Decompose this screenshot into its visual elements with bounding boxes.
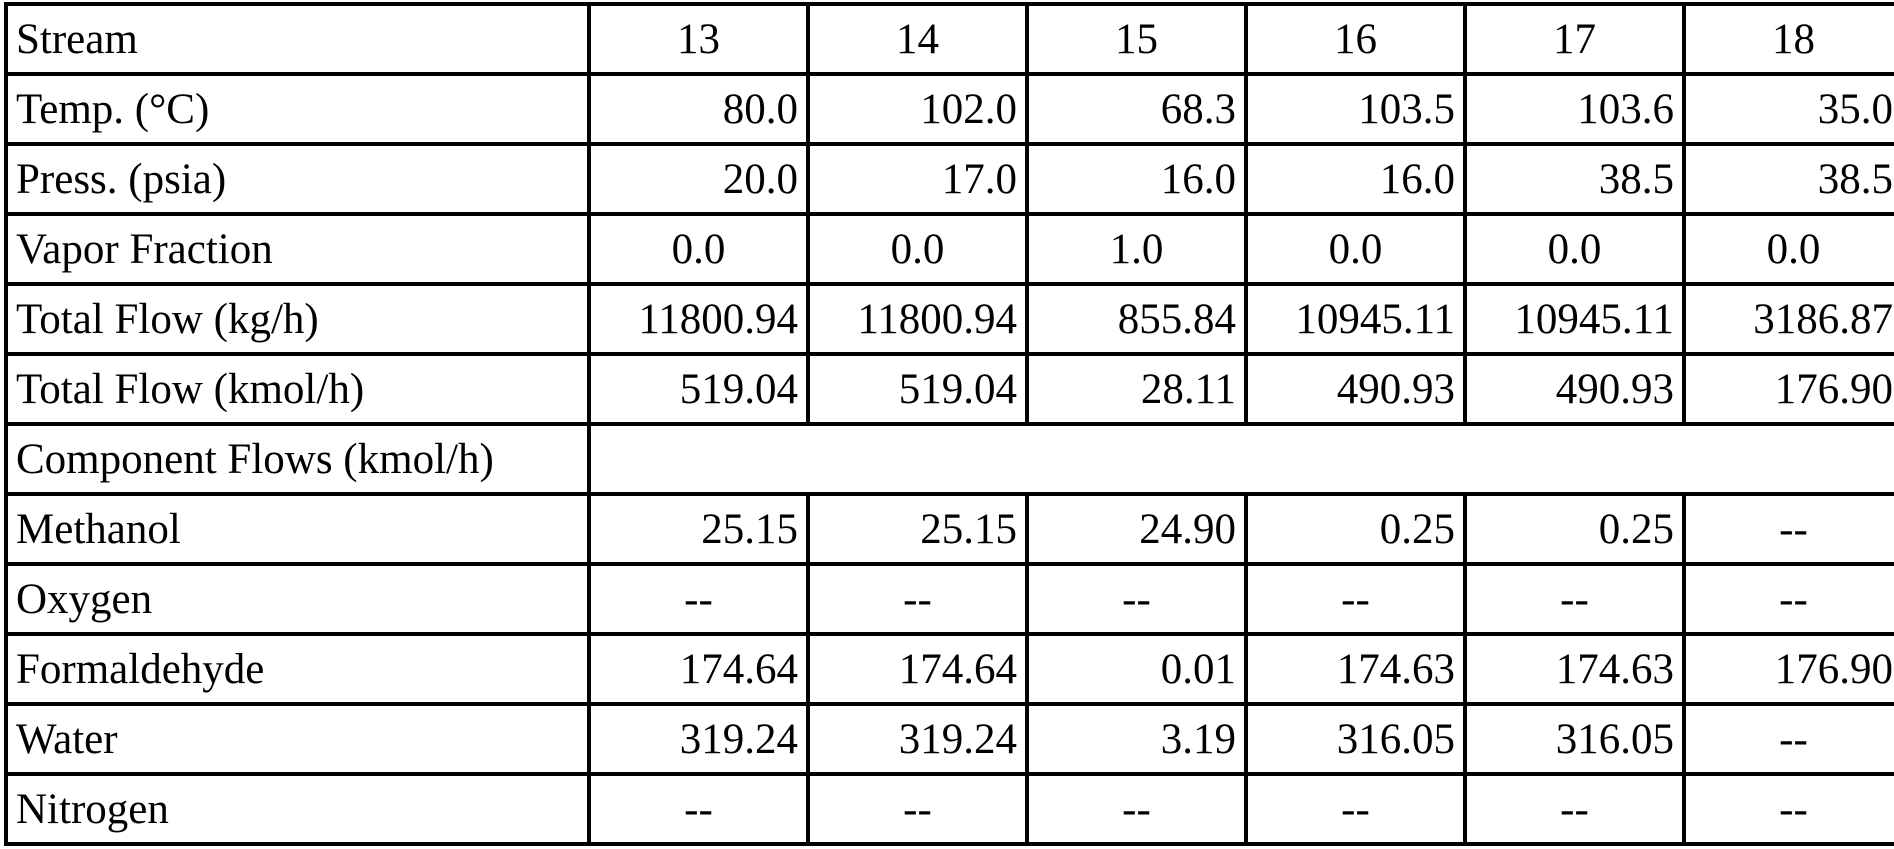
row-label: Methanol: [4, 492, 591, 566]
table-row: Nitrogen -- -- -- -- -- --: [4, 772, 1894, 846]
table-row: Methanol 25.15 25.15 24.90 0.25 0.25 --: [4, 492, 1894, 566]
row-label: Water: [4, 702, 591, 776]
value-cell: --: [1244, 562, 1467, 636]
value-cell: 25.15: [587, 492, 810, 566]
section-empty-cell: [587, 422, 1894, 496]
value-cell: 174.64: [806, 632, 1029, 706]
table-row: Press. (psia) 20.0 17.0 16.0 16.0 38.5 38.5: [4, 142, 1894, 216]
value-cell: 0.25: [1463, 492, 1686, 566]
value-cell: 174.63: [1244, 632, 1467, 706]
value-cell: 3.19: [1025, 702, 1248, 776]
value-cell: 519.04: [587, 352, 810, 426]
value-cell: 38.5: [1682, 142, 1894, 216]
table-row: Component Flows (kmol/h): [4, 422, 1894, 496]
value-cell: --: [1682, 562, 1894, 636]
value-cell: 0.25: [1244, 492, 1467, 566]
value-cell: 519.04: [806, 352, 1029, 426]
value-cell: 25.15: [806, 492, 1029, 566]
value-cell: 17.0: [806, 142, 1029, 216]
value-cell: 490.93: [1463, 352, 1686, 426]
value-cell: 10945.11: [1463, 282, 1686, 356]
table-row: Total Flow (kmol/h) 519.04 519.04 28.11 490.…: [4, 352, 1894, 426]
stream-column-header-17: 17: [1463, 2, 1686, 76]
stream-corner-label: Stream: [4, 2, 591, 76]
table-row: Total Flow (kg/h) 11800.94 11800.94 855.84 1…: [4, 282, 1894, 356]
row-label: Nitrogen: [4, 772, 591, 846]
stream-column-header-14: 14: [806, 2, 1029, 76]
value-cell: 0.0: [1682, 212, 1894, 286]
row-label: Formaldehyde: [4, 632, 591, 706]
value-cell: 0.0: [1463, 212, 1686, 286]
value-cell: 316.05: [1463, 702, 1686, 776]
value-cell: 103.6: [1463, 72, 1686, 146]
value-cell: 68.3: [1025, 72, 1248, 146]
value-cell: 20.0: [587, 142, 810, 216]
row-label: Press. (psia): [4, 142, 591, 216]
value-cell: --: [1682, 772, 1894, 846]
stream-table-body: Temp. (°C) 80.0 102.0 68.3 103.5 103.6 35.0 Pre…: [4, 72, 1894, 846]
value-cell: 10945.11: [1244, 282, 1467, 356]
value-cell: --: [1682, 492, 1894, 566]
value-cell: 319.24: [587, 702, 810, 776]
row-label: Component Flows (kmol/h): [4, 422, 591, 496]
value-cell: 319.24: [806, 702, 1029, 776]
row-label: Total Flow (kg/h): [4, 282, 591, 356]
value-cell: 0.0: [1244, 212, 1467, 286]
value-cell: 0.0: [587, 212, 810, 286]
value-cell: 28.11: [1025, 352, 1248, 426]
value-cell: 16.0: [1244, 142, 1467, 216]
value-cell: 1.0: [1025, 212, 1248, 286]
value-cell: 3186.87: [1682, 282, 1894, 356]
value-cell: 174.64: [587, 632, 810, 706]
stream-column-header-15: 15: [1025, 2, 1248, 76]
value-cell: 24.90: [1025, 492, 1248, 566]
table-row: Formaldehyde 174.64 174.64 0.01 174.63 174.63…: [4, 632, 1894, 706]
value-cell: 176.90: [1682, 352, 1894, 426]
value-cell: --: [1463, 772, 1686, 846]
value-cell: --: [1025, 772, 1248, 846]
value-cell: 35.0: [1682, 72, 1894, 146]
value-cell: 174.63: [1463, 632, 1686, 706]
value-cell: --: [1244, 772, 1467, 846]
table-row: Vapor Fraction 0.0 0.0 1.0 0.0 0.0 0.0: [4, 212, 1894, 286]
stream-column-header-18: 18: [1682, 2, 1894, 76]
value-cell: 0.01: [1025, 632, 1248, 706]
value-cell: 316.05: [1244, 702, 1467, 776]
table-row: Temp. (°C) 80.0 102.0 68.3 103.5 103.6 35.0: [4, 72, 1894, 146]
value-cell: --: [587, 562, 810, 636]
row-label: Vapor Fraction: [4, 212, 591, 286]
value-cell: 11800.94: [806, 282, 1029, 356]
value-cell: 855.84: [1025, 282, 1248, 356]
table-row: Oxygen -- -- -- -- -- --: [4, 562, 1894, 636]
value-cell: --: [587, 772, 810, 846]
value-cell: --: [806, 772, 1029, 846]
value-cell: 102.0: [806, 72, 1029, 146]
value-cell: --: [1463, 562, 1686, 636]
value-cell: 80.0: [587, 72, 810, 146]
value-cell: --: [1682, 702, 1894, 776]
row-label: Total Flow (kmol/h): [4, 352, 591, 426]
value-cell: 103.5: [1244, 72, 1467, 146]
table-row: Water 319.24 319.24 3.19 316.05 316.05 --: [4, 702, 1894, 776]
value-cell: 176.90: [1682, 632, 1894, 706]
stream-column-header-13: 13: [587, 2, 810, 76]
value-cell: 11800.94: [587, 282, 810, 356]
row-label: Oxygen: [4, 562, 591, 636]
value-cell: --: [806, 562, 1029, 636]
value-cell: 0.0: [806, 212, 1029, 286]
stream-header-row: Stream 13 14 15 16 17 18: [4, 2, 1894, 76]
stream-summary-table: Stream 13 14 15 16 17 18 Temp. (°C) 80.0 102.0 6…: [4, 2, 1894, 846]
value-cell: 16.0: [1025, 142, 1248, 216]
row-label: Temp. (°C): [4, 72, 591, 146]
value-cell: --: [1025, 562, 1248, 636]
value-cell: 490.93: [1244, 352, 1467, 426]
value-cell: 38.5: [1463, 142, 1686, 216]
stream-column-header-16: 16: [1244, 2, 1467, 76]
